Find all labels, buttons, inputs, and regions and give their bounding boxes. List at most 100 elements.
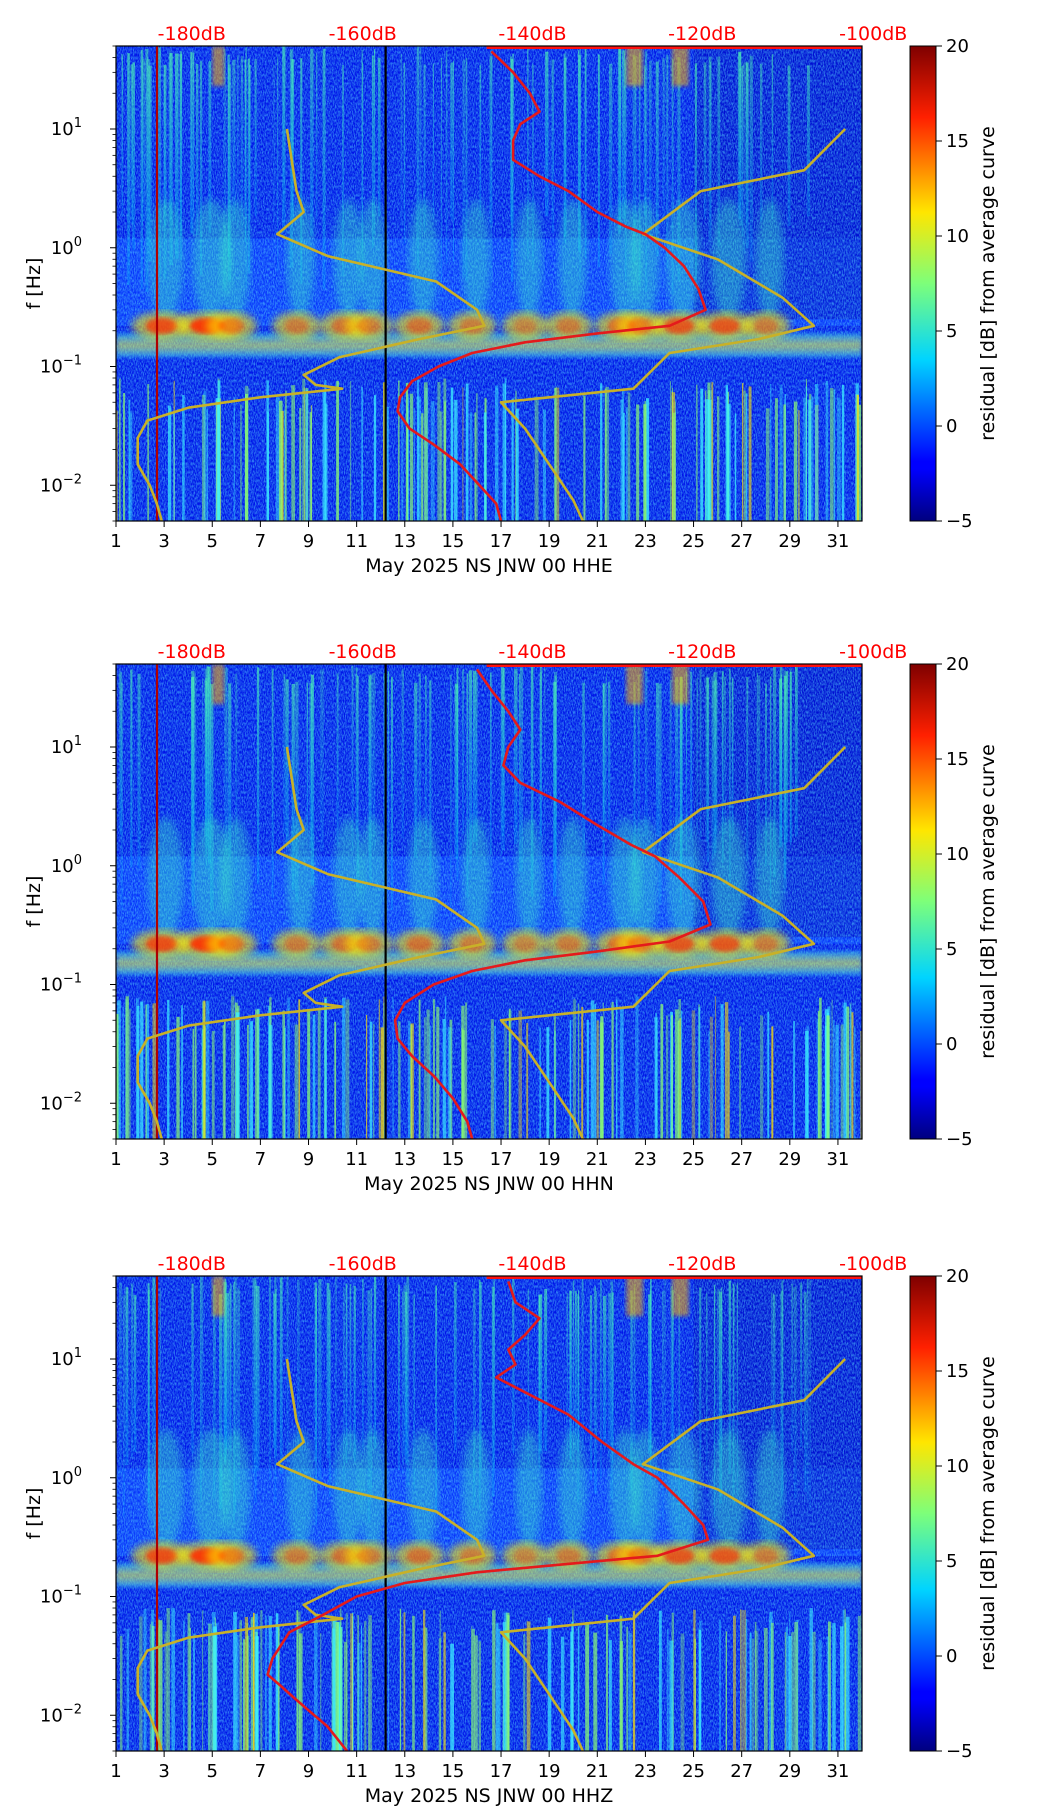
lf-streak [305,389,309,521]
hf-burst [671,1276,689,1316]
hf-streak [715,679,718,834]
lf-streak [462,387,464,521]
lf-streak [827,1621,831,1751]
hf-streak [749,55,753,262]
storm-plume [558,817,587,938]
hf-streak [648,1294,651,1454]
lf-streak [779,384,783,521]
lf-streak [678,998,682,1139]
x-tick-label: 17 [490,1149,513,1170]
lf-streak [216,400,221,521]
lf-streak [760,1015,764,1139]
storm-plume [220,1429,251,1550]
hf-streak [728,1280,731,1474]
db-level-label: -120dB [668,23,736,45]
lf-streak [616,999,618,1139]
hf-streak [370,1288,372,1501]
x-tick-label: 3 [158,531,169,552]
colorbar-tick-label: −5 [946,1741,973,1762]
storm-peak [218,935,245,952]
hf-streak [213,1284,216,1500]
storm-plume [408,1429,439,1550]
lf-streak [671,1015,673,1139]
storm-plume [515,1429,543,1550]
lf-streak [239,1620,243,1751]
hf-streak [746,677,749,862]
hf-streak [666,54,669,269]
hf-streak [119,1283,122,1474]
hf-streak [414,682,418,859]
x-tick-label: 17 [490,531,513,552]
lf-streak [602,1002,604,1139]
hf-streak [234,1278,237,1513]
storm-peak [513,317,537,334]
lf-streak [845,1006,850,1139]
hf-streak [191,52,195,235]
lf-streak [741,383,744,521]
lf-streak [164,1631,168,1751]
storm-peak [556,935,581,952]
hf-streak [132,62,135,251]
hf-streak [450,675,452,909]
lf-streak [260,1610,263,1751]
lf-streak [474,412,477,521]
storm-plume [629,817,660,938]
hf-streak [787,65,791,227]
hf-streak [282,46,286,233]
x-tick-label: 7 [255,1149,266,1170]
lf-streak [275,397,280,521]
storm-plume [558,199,587,320]
hf-streak [608,63,613,255]
lf-streak [508,1008,511,1139]
lf-streak [628,1633,632,1751]
y-tick-label: 100 [51,235,82,259]
lf-streak [314,1613,318,1751]
lf-streak [860,1031,862,1139]
x-tick-label: 25 [682,531,705,552]
x-tick-label: 31 [826,531,849,552]
lf-streak [447,1027,452,1139]
hf-streak [191,671,195,907]
lf-streak [341,1628,343,1751]
hf-streak [649,61,652,242]
lf-streak [763,1627,768,1751]
lf-streak [450,1643,455,1751]
lf-streak [475,392,478,521]
lf-streak [699,1620,702,1751]
hf-streak [336,673,339,847]
lf-streak [147,383,150,521]
lf-streak [518,1010,522,1139]
hf-streak [711,676,714,861]
lf-streak [309,412,312,521]
lf-streak [508,1010,512,1139]
lf-streak [244,1616,248,1751]
lf-streak [502,1633,504,1751]
lf-streak [125,996,129,1139]
hf-streak [729,669,731,882]
spectrogram-plot-area [116,46,862,521]
hf-streak [140,49,143,290]
lf-streak [593,1632,598,1751]
lf-streak [809,1608,813,1751]
lf-streak [643,404,647,521]
storm-plume [515,199,543,320]
x-tick-label: 13 [393,1149,416,1170]
lf-streak [708,1031,710,1139]
lf-streak [620,1008,624,1139]
hf-streak [578,1290,580,1453]
low-noise-model-curve [499,128,847,521]
x-tick-label: 21 [586,1149,609,1170]
lf-streak [817,1011,820,1139]
lf-streak [424,1627,428,1751]
lf-streak [128,399,131,521]
hf-streak [237,1288,241,1500]
hf-streak [790,668,792,849]
lf-streak [857,1615,862,1751]
colorbar-tick-label: 20 [946,654,969,675]
lf-streak [600,383,603,521]
hf-streak [306,682,308,838]
lf-streak [284,409,286,521]
y-tick-label: 100 [51,1465,82,1489]
lf-streak [733,1615,736,1751]
